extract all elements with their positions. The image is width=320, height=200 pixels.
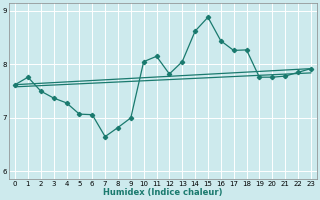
- X-axis label: Humidex (Indice chaleur): Humidex (Indice chaleur): [103, 188, 223, 197]
